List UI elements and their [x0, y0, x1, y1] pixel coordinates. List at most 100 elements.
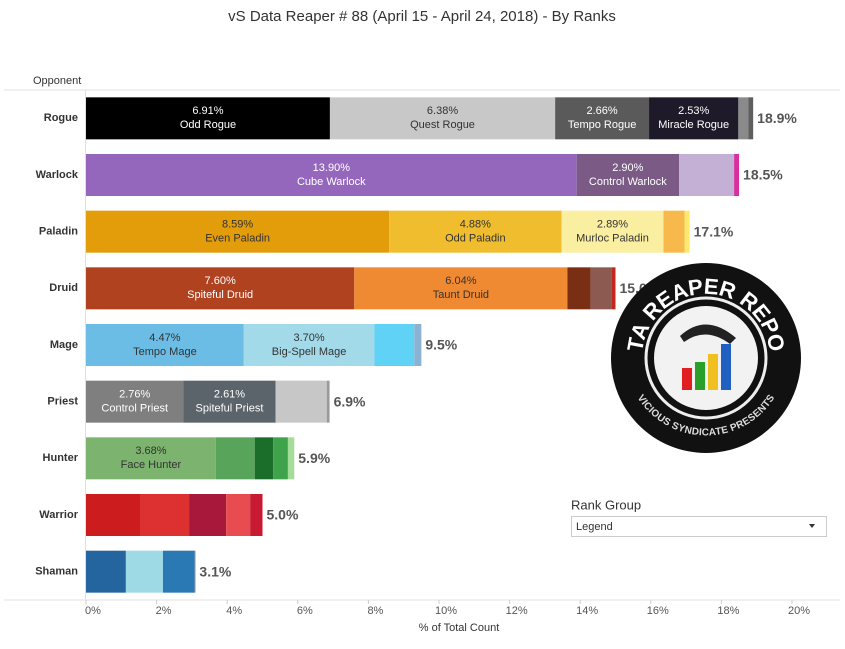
bar-segment	[86, 494, 141, 536]
total-label: 18.9%	[757, 110, 797, 126]
x-tick-label: 2%	[156, 605, 172, 617]
segment-value-label: 6.04%	[445, 275, 476, 287]
category-axis-label: Opponent	[33, 75, 81, 87]
segment-value-label: 2.90%	[612, 162, 643, 174]
logo-icon	[721, 344, 731, 390]
bar-segment	[86, 267, 355, 310]
dropdown-arrow[interactable]	[809, 524, 815, 528]
bar-segment	[86, 210, 390, 253]
segment-name-label: Spiteful Priest	[196, 403, 264, 415]
segment-value-label: 6.38%	[427, 105, 458, 117]
bar-segment	[590, 267, 612, 310]
bar-segment	[734, 154, 740, 196]
bar-segment	[287, 437, 295, 480]
x-tick-label: 14%	[576, 605, 598, 617]
logo-icon	[695, 362, 705, 390]
total-label: 9.5%	[425, 337, 457, 353]
segment-name-label: Odd Rogue	[180, 119, 236, 131]
category-label: Warlock	[36, 169, 79, 181]
logo-inner	[654, 306, 758, 410]
segment-name-label: Quest Rogue	[410, 119, 475, 131]
logo-icon	[680, 324, 736, 344]
segment-value-label: 13.90%	[313, 162, 351, 174]
category-label: Shaman	[35, 566, 78, 578]
bar-segment	[86, 380, 184, 423]
segment-value-label: 6.91%	[192, 105, 223, 117]
category-label: Warrior	[39, 509, 78, 521]
bar-segment	[226, 494, 251, 536]
bar-segment	[389, 210, 562, 253]
bar-segment	[275, 380, 327, 423]
total-label: 18.5%	[743, 167, 783, 183]
bar-segment	[555, 97, 650, 140]
segment-value-label: 2.53%	[678, 105, 709, 117]
bar-segment	[86, 437, 216, 480]
total-label: 3.1%	[199, 563, 231, 579]
segment-value-label: 2.76%	[119, 389, 150, 401]
segment-name-label: Tempo Mage	[133, 346, 197, 358]
bar-segment	[748, 97, 754, 140]
category-label: Paladin	[39, 226, 78, 238]
segment-value-label: 2.61%	[214, 389, 245, 401]
x-tick-label: 4%	[226, 605, 242, 617]
dropdown-box[interactable]	[571, 516, 827, 537]
segment-name-label: Control Warlock	[589, 176, 667, 188]
total-label: 5.9%	[298, 450, 330, 466]
bar-segment	[663, 210, 685, 253]
x-tick-label: 16%	[647, 605, 669, 617]
segment-name-label: Murloc Paladin	[576, 233, 649, 245]
segment-name-label: Face Hunter	[121, 459, 182, 471]
total-label: 17.1%	[694, 223, 734, 239]
bar-segment	[354, 267, 568, 310]
segment-name-label: Spiteful Druid	[187, 289, 253, 301]
bar-segment	[250, 494, 263, 536]
segment-name-label: Big-Spell Mage	[272, 346, 347, 358]
bar-segment	[140, 494, 190, 536]
bar-segment	[86, 154, 577, 196]
x-tick-label: 20%	[788, 605, 810, 617]
bar-segment	[273, 437, 288, 480]
segment-value-label: 8.59%	[222, 219, 253, 231]
bar-segment	[125, 550, 163, 593]
segment-name-label: Odd Paladin	[445, 233, 506, 245]
x-tick-label: 18%	[717, 605, 739, 617]
segment-value-label: 4.47%	[149, 332, 180, 344]
segment-value-label: 2.89%	[597, 219, 628, 231]
category-label: Priest	[47, 396, 78, 408]
x-tick-label: 6%	[297, 605, 313, 617]
segment-name-label: Even Paladin	[205, 233, 270, 245]
segment-value-label: 2.66%	[586, 105, 617, 117]
segment-name-label: Taunt Druid	[433, 289, 489, 301]
chart-title: vS Data Reaper # 88 (April 15 - April 24…	[228, 8, 616, 25]
segment-name-label: Control Priest	[101, 403, 168, 415]
segment-name-label: Miracle Rogue	[658, 119, 729, 131]
x-tick-label: 12%	[506, 605, 528, 617]
segment-value-label: 7.60%	[205, 275, 236, 287]
segment-name-label: Cube Warlock	[297, 176, 366, 188]
bar-segment	[215, 437, 255, 480]
bar-segment	[189, 494, 227, 536]
bar-segment	[86, 324, 244, 366]
category-label: Hunter	[43, 452, 79, 464]
bar-segment	[183, 380, 276, 423]
bar-segment	[329, 97, 556, 140]
bar-segment	[679, 154, 735, 196]
category-label: Mage	[50, 339, 78, 351]
legend-dropdown[interactable]: Legend	[571, 516, 827, 537]
bar-segment	[561, 210, 664, 253]
bar-segment	[86, 97, 330, 140]
segment-value-label: 4.88%	[460, 219, 491, 231]
category-label: Druid	[49, 282, 78, 294]
segment-value-label: 3.68%	[135, 445, 166, 457]
bar-segment	[86, 550, 126, 593]
x-tick-label: 8%	[367, 605, 383, 617]
logo-ring	[644, 296, 768, 420]
bar-segment	[684, 210, 690, 253]
segment-value-label: 3.70%	[293, 332, 324, 344]
x-axis-label: % of Total Count	[419, 622, 500, 634]
bar-segment	[254, 437, 274, 480]
bar-segment	[374, 324, 415, 366]
bar-segment	[194, 550, 196, 593]
dropdown-value[interactable]: Legend	[576, 521, 613, 533]
